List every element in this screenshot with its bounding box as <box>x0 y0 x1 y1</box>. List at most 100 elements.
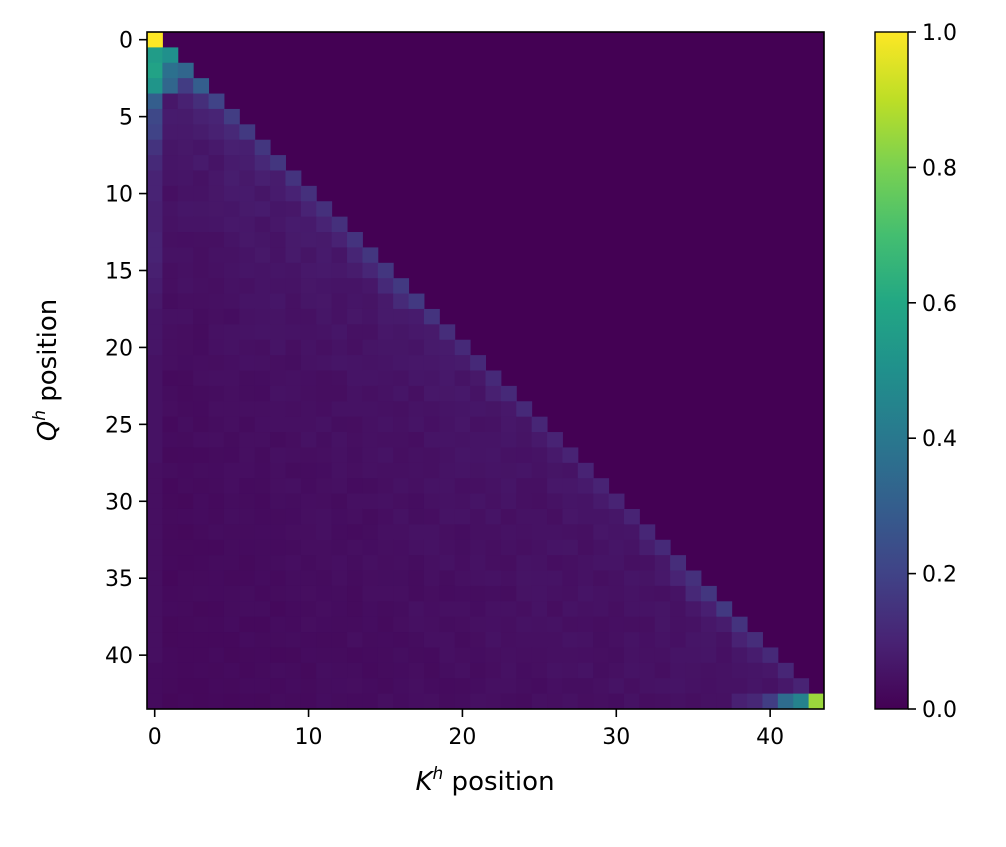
heatmap-cell <box>147 278 163 295</box>
heatmap-cell <box>454 632 471 648</box>
heatmap-cell <box>423 555 440 572</box>
heatmap-cell <box>331 693 348 710</box>
heatmap-cell <box>208 185 225 202</box>
heatmap-cell <box>193 370 210 387</box>
heatmap-cell <box>162 278 179 295</box>
heatmap-cell <box>316 385 333 402</box>
y-axis-label: Qh position <box>30 299 63 442</box>
heatmap-cell <box>347 632 363 648</box>
heatmap-cell <box>623 524 640 541</box>
heatmap-cell <box>516 693 533 710</box>
heatmap-cell <box>177 662 194 679</box>
heatmap-cell <box>716 647 733 664</box>
heatmap-cell <box>147 232 163 248</box>
heatmap-cell <box>147 385 163 402</box>
heatmap-cell <box>208 232 225 248</box>
heatmap-cell <box>500 570 517 587</box>
heatmap-cell <box>254 278 271 295</box>
heatmap-cell <box>639 585 656 602</box>
heatmap-cell <box>377 647 394 664</box>
heatmap-cell <box>285 293 302 310</box>
heatmap-cell <box>670 555 687 572</box>
heatmap-cell <box>316 693 333 710</box>
heatmap-cell <box>408 462 425 479</box>
heatmap-cell <box>531 539 548 556</box>
heatmap-cell <box>485 662 502 679</box>
heatmap-cell <box>193 693 210 710</box>
y-tick-label: 30 <box>105 490 133 515</box>
heatmap-cell <box>177 124 194 141</box>
heatmap-cell <box>239 508 256 525</box>
heatmap-cell <box>331 232 348 248</box>
heatmap-cell <box>377 493 394 510</box>
heatmap-cell <box>300 355 317 371</box>
heatmap-cell <box>300 416 317 433</box>
heatmap-cell <box>254 293 271 310</box>
heatmap-cell <box>208 647 225 664</box>
heatmap-cell <box>331 432 348 448</box>
heatmap-cell <box>562 693 579 710</box>
heatmap-cell <box>208 262 225 279</box>
heatmap-cell <box>423 570 440 587</box>
heatmap-cell <box>162 262 179 279</box>
heatmap-cell <box>608 539 625 556</box>
heatmap-cell <box>285 216 302 233</box>
heatmap-cell <box>239 185 256 202</box>
y-tick-label: 20 <box>105 336 133 361</box>
heatmap-cell <box>685 570 702 587</box>
heatmap-cell <box>485 478 502 495</box>
heatmap-cell <box>470 508 486 525</box>
heatmap-cell <box>208 539 225 556</box>
heatmap-cell <box>423 678 440 695</box>
heatmap-cell <box>331 662 348 679</box>
heatmap-cell <box>316 232 333 248</box>
heatmap-cell <box>300 339 317 356</box>
heatmap-cell <box>162 616 179 633</box>
heatmap-cell <box>362 339 379 356</box>
heatmap-cell <box>362 570 379 587</box>
heatmap-cell <box>439 493 456 510</box>
heatmap-cell <box>654 693 671 710</box>
heatmap-cell <box>347 262 363 279</box>
heatmap-cell <box>408 385 425 402</box>
heatmap-cell <box>439 616 456 633</box>
heatmap-cell <box>685 632 702 648</box>
heatmap-cell <box>193 232 210 248</box>
heatmap-cell <box>531 416 548 433</box>
heatmap-cell <box>239 324 256 341</box>
heatmap-cell <box>254 262 271 279</box>
heatmap-cell <box>331 385 348 402</box>
heatmap-cell <box>577 662 594 679</box>
heatmap-cell <box>639 616 656 633</box>
y-tick-label: 35 <box>105 567 133 592</box>
heatmap-cell <box>162 93 179 110</box>
heatmap-cell <box>270 262 286 279</box>
heatmap-cell <box>162 139 179 156</box>
heatmap-cell <box>254 232 271 248</box>
heatmap-cell <box>239 124 256 141</box>
heatmap-cell <box>731 632 748 648</box>
heatmap-cell <box>454 693 471 710</box>
heatmap-cell <box>223 385 240 402</box>
heatmap-cell <box>393 355 410 371</box>
heatmap-cell <box>331 355 348 371</box>
heatmap-cell <box>777 662 794 679</box>
heatmap-cell <box>377 570 394 587</box>
heatmap-cell <box>439 478 456 495</box>
heatmap-cell <box>254 324 271 341</box>
colorbar-tick-label: 0.6 <box>922 292 957 317</box>
heatmap-cell <box>254 539 271 556</box>
heatmap-cell <box>331 478 348 495</box>
heatmap-cell <box>147 170 163 187</box>
heatmap-cell <box>285 678 302 695</box>
heatmap-cell <box>270 308 286 325</box>
heatmap-cell <box>223 308 240 325</box>
heatmap-cell <box>516 462 533 479</box>
heatmap-cell <box>408 308 425 325</box>
heatmap-cell <box>285 493 302 510</box>
heatmap-cell <box>470 370 486 387</box>
heatmap-cell <box>223 478 240 495</box>
heatmap-cell <box>670 585 687 602</box>
heatmap-cell <box>362 278 379 295</box>
heatmap-cells <box>147 32 825 710</box>
